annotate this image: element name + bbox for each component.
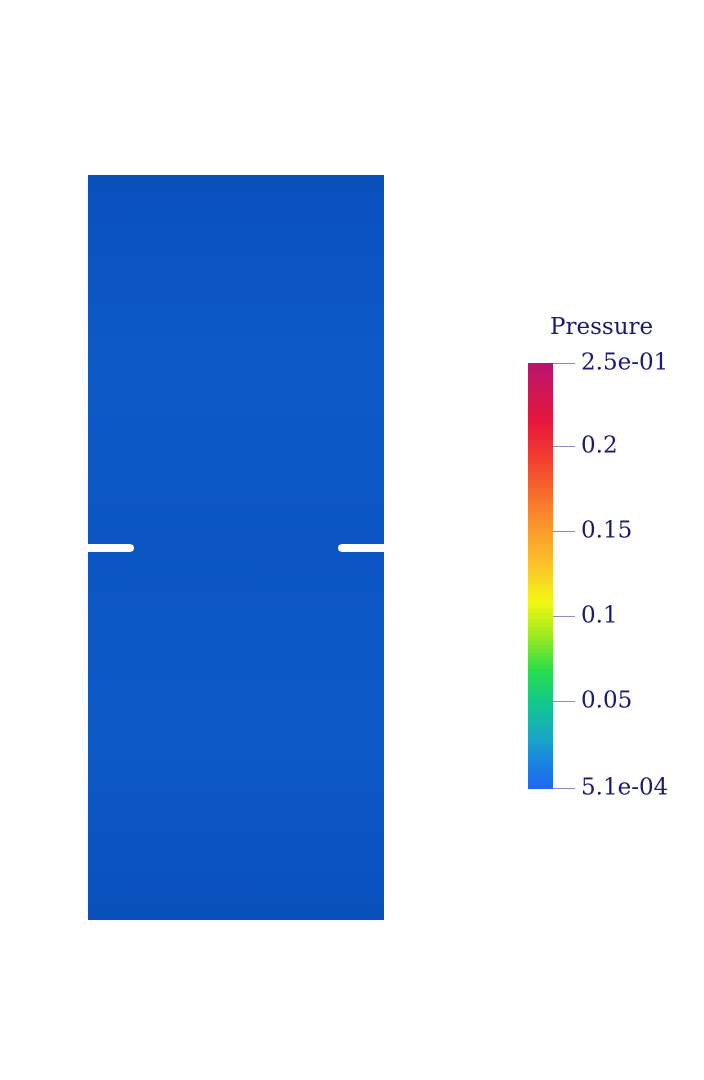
- legend-tick-2: [553, 616, 575, 617]
- legend-tick-0: [553, 446, 575, 447]
- legend-tick-1: [553, 531, 575, 532]
- specimen-lower-shade: [88, 548, 384, 920]
- notched-specimen: [88, 175, 384, 920]
- color-legend: Pressure 2.5e-01 0.2 0.15 0.1 0.05 5.1e-…: [520, 312, 690, 812]
- legend-tick-max: [553, 363, 575, 364]
- legend-tick-3: [553, 701, 575, 702]
- legend-label-1: 0.15: [581, 517, 633, 544]
- right-notch: [338, 544, 384, 552]
- legend-label-2: 0.1: [581, 602, 618, 629]
- legend-tick-min: [553, 788, 575, 789]
- legend-label-min: 5.1e-04: [581, 774, 669, 801]
- specimen-shape: [88, 175, 384, 920]
- legend-label-max: 2.5e-01: [581, 349, 669, 376]
- specimen-upper-shade: [88, 175, 384, 547]
- legend-label-3: 0.05: [581, 687, 633, 714]
- legend-title: Pressure: [550, 314, 654, 340]
- left-notch: [88, 544, 134, 552]
- legend-colorbar: [528, 363, 553, 789]
- legend-label-0: 0.2: [581, 432, 618, 459]
